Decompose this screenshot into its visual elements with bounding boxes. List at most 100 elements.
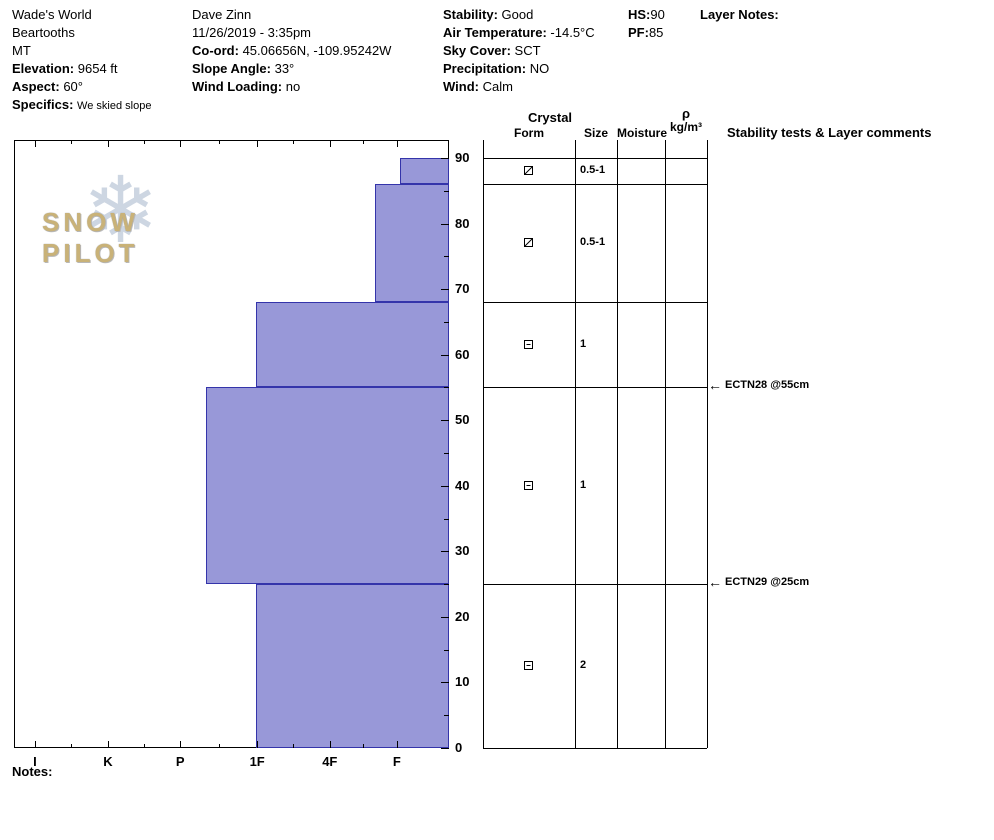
stability-test-label: ECTN29 @25cm	[725, 576, 810, 589]
depth-tick-major	[441, 485, 449, 487]
sky-cover-label: Sky Cover:	[443, 43, 511, 58]
hardness-tick-label: F	[392, 754, 401, 769]
elevation-value: 9654 ft	[77, 61, 118, 76]
density-units-header: kg/m³	[669, 120, 702, 134]
stability-test: ← ECTN29 @25cm	[708, 575, 810, 589]
site-name: Wade's World	[12, 7, 92, 22]
crystal-form-icon	[523, 339, 534, 350]
depth-tick-major	[441, 551, 449, 553]
site-specifics: Specifics: We skied slope	[12, 96, 151, 115]
snowflake-icon: ❄	[82, 160, 160, 262]
depth-tick-minor	[444, 518, 449, 520]
hardness-tick-label: 4F	[322, 754, 338, 769]
table-column-line	[483, 140, 484, 748]
wind-loading-value: no	[285, 79, 301, 94]
air-temperature-label: Air Temperature:	[443, 25, 547, 40]
depth-tick-major	[441, 289, 449, 291]
hardness-tick	[329, 741, 331, 748]
slope-angle: Slope Angle: 33°	[192, 60, 391, 78]
pit-foot-label: PF:	[628, 25, 649, 40]
hardness-tick	[329, 140, 331, 147]
depth-tick-label: 20	[455, 608, 470, 624]
hardness-tick-minor	[218, 744, 220, 748]
precipitation-label: Precipitation:	[443, 61, 527, 76]
depth-tick-major	[441, 223, 449, 225]
depth-tick-label: 60	[455, 346, 470, 362]
aspect-label: Aspect:	[12, 79, 60, 94]
snow-height: HS:90	[628, 6, 665, 24]
hardness-tick	[34, 140, 36, 147]
totals-block: HS:90 PF:85	[628, 6, 665, 42]
air-temperature-value: -14.5°C	[550, 25, 595, 40]
crystal-form-icon	[523, 237, 534, 248]
wind: Wind: Calm	[443, 78, 595, 96]
depth-tick-major	[441, 354, 449, 356]
crystal-form-icon	[523, 480, 534, 491]
stability-label: Stability:	[443, 7, 498, 22]
layer-notes-label: Layer Notes:	[700, 7, 779, 22]
depth-tick-label: 90	[455, 150, 470, 165]
hardness-tick-minor	[293, 140, 295, 144]
crystal-form-icon	[523, 660, 534, 671]
snow-height-label: HS:	[628, 7, 651, 22]
depth-tick-minor	[444, 190, 449, 192]
layer-boundary-line	[483, 158, 707, 159]
pit-foot-value: 85	[648, 25, 664, 40]
crystal-size-value: 0.5-1	[580, 164, 606, 177]
depth-tick-major	[441, 420, 449, 422]
depth-tick-label: 70	[455, 281, 470, 297]
precipitation: Precipitation: NO	[443, 60, 595, 78]
stability: Stability: Good	[443, 6, 595, 24]
hardness-tick-minor	[71, 140, 73, 144]
table-column-line	[665, 140, 666, 748]
layer-boundary-line	[483, 184, 707, 186]
wind-label: Wind:	[443, 79, 479, 94]
hardness-tick-minor	[71, 744, 73, 748]
notes-label: Notes:	[12, 764, 53, 779]
hardness-tick	[396, 140, 398, 147]
depth-tick-label: 50	[455, 412, 470, 428]
hardness-tick-label: I	[33, 754, 37, 769]
snowpilot-logo-text: SNOW PILOT	[42, 207, 139, 268]
table-column-line	[617, 140, 618, 748]
depth-tick-minor	[444, 321, 449, 323]
density-symbol-header: ρ	[681, 106, 691, 121]
hardness-tick-label: P	[175, 754, 185, 769]
moisture-header: Moisture	[617, 126, 668, 140]
table-column-line	[575, 140, 576, 748]
snow-height-value: 90	[650, 7, 665, 22]
snow-layer-bar	[399, 158, 449, 185]
conditions-block: Stability: Good Air Temperature: -14.5°C…	[443, 6, 595, 96]
wind-value: Calm	[482, 79, 513, 94]
depth-tick-minor	[444, 584, 449, 586]
depth-tick-label: 80	[455, 215, 470, 231]
crystal-header: Crystal	[527, 110, 573, 125]
depth-tick-minor	[444, 715, 449, 717]
hardness-tick-minor	[363, 140, 365, 144]
crystal-form-icon	[523, 165, 534, 176]
observer-info-block: Dave Zinn 11/26/2019 - 3:35pm Co-ord: 45…	[192, 6, 391, 96]
snowpilot-logo: ❄ SNOW PILOT	[40, 165, 220, 270]
site-elevation: Elevation: 9654 ft	[12, 60, 151, 78]
site-info-block: Wade's World Beartooths MT Elevation: 96…	[12, 6, 151, 115]
layer-boundary-line	[483, 584, 707, 586]
size-header: Size	[583, 126, 608, 140]
coordinates-value: 45.06656N, -109.95242W	[242, 43, 392, 58]
pit-foot: PF:85	[628, 24, 665, 42]
snow-layer-bar	[255, 302, 449, 388]
depth-tick-minor	[444, 387, 449, 389]
depth-tick-major	[441, 616, 449, 618]
layer-notes-block: Layer Notes:	[700, 6, 779, 24]
hardness-tick	[257, 741, 259, 748]
depth-tick-minor	[444, 649, 449, 651]
hardness-tick	[107, 140, 109, 147]
depth-tick-label: 30	[455, 543, 470, 559]
sky-cover: Sky Cover: SCT	[443, 42, 595, 60]
hardness-tick	[34, 741, 36, 748]
form-header: Form	[514, 126, 544, 140]
hardness-tick	[180, 140, 182, 147]
site-range: Beartooths	[12, 25, 75, 40]
sky-cover-value: SCT	[514, 43, 541, 58]
depth-tick-major	[441, 748, 449, 749]
